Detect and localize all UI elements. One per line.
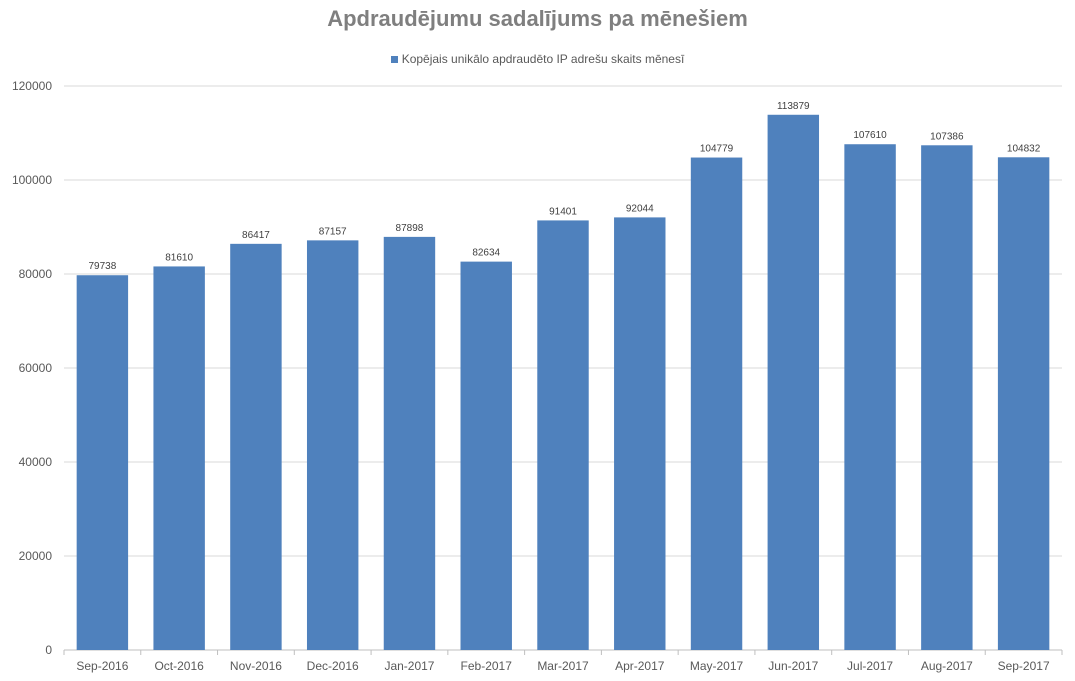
y-tick-label: 20000 — [19, 549, 53, 563]
x-tick-label: Aug-2017 — [921, 659, 973, 673]
x-tick-label: Feb-2017 — [461, 659, 513, 673]
x-tick-label: Nov-2016 — [230, 659, 282, 673]
bar — [306, 240, 359, 650]
bar — [76, 275, 129, 650]
data-label: 81610 — [165, 252, 193, 263]
x-tick-label: Jul-2017 — [847, 659, 893, 673]
x-tick-label: Mar-2017 — [537, 659, 589, 673]
bar — [690, 157, 743, 650]
y-tick-label: 40000 — [19, 455, 53, 469]
data-label: 107610 — [853, 130, 887, 141]
legend: Kopējais unikālo apdraudēto IP adrešu sk… — [0, 52, 1075, 66]
data-label: 104832 — [1007, 143, 1041, 154]
data-label: 79738 — [88, 261, 116, 272]
bar — [767, 114, 820, 651]
x-tick-label: Sep-2017 — [998, 659, 1050, 673]
y-tick-label: 0 — [45, 643, 52, 657]
x-tick-label: Jun-2017 — [768, 659, 818, 673]
legend-label: Kopējais unikālo apdraudēto IP adrešu sk… — [401, 52, 685, 66]
x-tick-label: Apr-2017 — [615, 659, 665, 673]
bar — [921, 145, 973, 650]
data-label: 82634 — [472, 248, 500, 259]
data-label: 86417 — [242, 230, 270, 241]
bar — [383, 236, 436, 650]
data-label: 113879 — [777, 101, 810, 112]
bar — [153, 266, 205, 650]
x-tick-label: Jan-2017 — [384, 659, 434, 673]
x-tick-label: Dec-2016 — [307, 659, 359, 673]
bar — [614, 217, 666, 651]
x-tick-label: May-2017 — [690, 659, 744, 673]
data-label: 107386 — [930, 131, 964, 142]
data-label: 104779 — [700, 144, 734, 155]
y-tick-label: 100000 — [12, 173, 52, 187]
data-label: 87157 — [319, 226, 347, 237]
bar — [230, 243, 282, 651]
data-label: 92044 — [626, 203, 654, 214]
y-tick-label: 60000 — [19, 361, 53, 375]
data-label: 87898 — [396, 223, 424, 234]
x-tick-label: Oct-2016 — [154, 659, 204, 673]
data-label: 91401 — [549, 206, 577, 217]
bar — [844, 144, 896, 650]
bar — [460, 261, 512, 650]
bar — [537, 220, 589, 651]
y-tick-label: 80000 — [19, 267, 53, 281]
x-tick-label: Sep-2016 — [76, 659, 128, 673]
y-tick-label: 120000 — [12, 79, 52, 93]
chart-title: Apdraudējumu sadalījums pa mēnešiem — [327, 6, 748, 31]
bar — [997, 157, 1050, 650]
legend-swatch — [390, 55, 398, 63]
